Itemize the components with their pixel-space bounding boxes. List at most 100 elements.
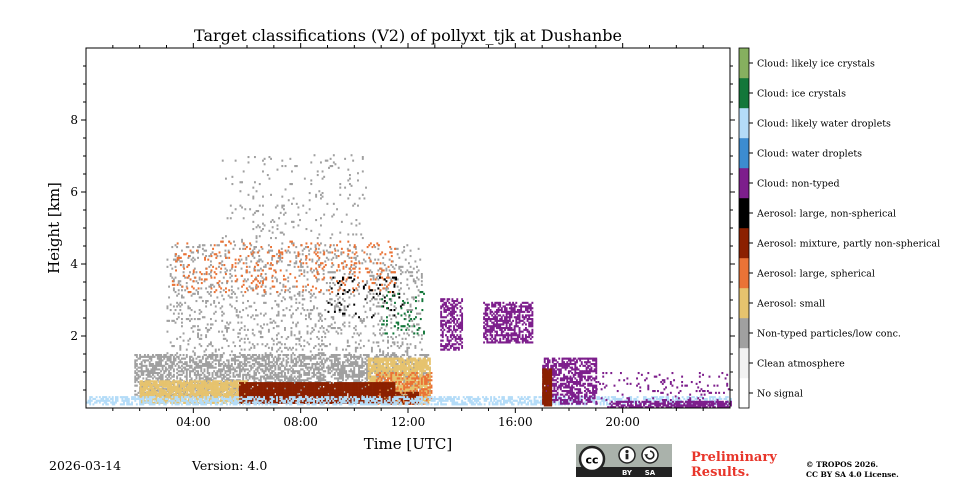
class-cell xyxy=(243,337,246,340)
class-cell xyxy=(182,372,185,375)
class-cell xyxy=(181,383,184,386)
class-cell xyxy=(170,385,173,388)
class-cell xyxy=(253,334,256,337)
class-cell xyxy=(351,373,354,376)
class-cell xyxy=(250,375,253,378)
class-cell xyxy=(317,273,320,276)
class-cell xyxy=(192,389,195,392)
class-cell xyxy=(134,364,137,367)
class-cell xyxy=(135,372,138,375)
class-cell xyxy=(237,391,240,394)
class-cell xyxy=(263,265,266,268)
class-cell xyxy=(315,219,318,222)
class-cell xyxy=(308,357,311,360)
class-cell xyxy=(262,222,264,225)
class-cell xyxy=(333,354,336,357)
class-cell xyxy=(375,375,378,378)
class-cell xyxy=(149,380,152,383)
class-cell xyxy=(309,332,312,335)
class-cell xyxy=(155,391,158,394)
class-cell xyxy=(211,355,214,358)
class-cell xyxy=(341,363,344,366)
class-cell xyxy=(171,319,174,322)
class-cell xyxy=(399,364,402,367)
class-cell xyxy=(206,328,209,331)
class-cell xyxy=(150,392,153,395)
class-cell xyxy=(266,373,269,376)
class-cell xyxy=(171,387,174,390)
class-cell xyxy=(190,364,193,367)
class-cell xyxy=(180,289,183,292)
class-cell xyxy=(406,350,409,353)
class-cell xyxy=(330,355,333,358)
class-cell xyxy=(158,375,161,378)
class-cell xyxy=(198,359,201,362)
class-cell xyxy=(168,382,171,385)
class-cell xyxy=(361,363,364,366)
class-cell xyxy=(401,390,404,393)
class-cell xyxy=(210,396,213,399)
class-cell xyxy=(284,314,286,317)
class-cell xyxy=(186,380,189,383)
class-cell xyxy=(198,318,201,321)
class-cell xyxy=(391,363,394,366)
class-cell xyxy=(369,357,372,360)
class-cell xyxy=(205,357,208,360)
class-cell xyxy=(417,269,420,272)
class-cell xyxy=(242,377,245,380)
class-cell xyxy=(279,346,282,349)
class-cell xyxy=(279,292,282,295)
class-cell xyxy=(377,305,380,308)
class-cell xyxy=(230,296,233,299)
class-cell xyxy=(182,332,185,335)
class-cell xyxy=(205,377,208,380)
class-cell xyxy=(292,197,295,200)
class-cell xyxy=(245,357,248,360)
class-cell xyxy=(239,204,242,207)
class-cell xyxy=(213,359,216,362)
class-cell xyxy=(208,355,211,358)
class-cell xyxy=(164,355,167,358)
class-cell xyxy=(234,392,237,395)
class-cell xyxy=(395,364,398,367)
class-cell xyxy=(404,393,407,396)
class-cell xyxy=(216,255,219,258)
class-cell xyxy=(332,373,335,376)
class-cell xyxy=(258,372,261,375)
class-cell xyxy=(339,193,342,196)
class-cell xyxy=(269,354,272,357)
class-cell xyxy=(332,382,335,385)
class-cell xyxy=(155,354,158,357)
class-cell xyxy=(227,345,230,348)
class-cell xyxy=(165,394,168,397)
class-cell xyxy=(420,337,423,340)
class-cell xyxy=(338,370,341,373)
class-cell xyxy=(261,247,264,250)
class-cell xyxy=(269,287,272,290)
class-cell xyxy=(200,377,203,380)
class-cell xyxy=(346,364,349,367)
class-cell xyxy=(300,264,303,267)
class-cell xyxy=(391,375,394,378)
class-cell xyxy=(244,392,247,395)
class-cell xyxy=(162,383,165,386)
class-cell xyxy=(354,359,357,362)
class-cell xyxy=(330,323,333,326)
class-cell xyxy=(409,361,412,364)
class-cell xyxy=(321,377,323,380)
class-cell xyxy=(343,325,346,328)
class-cell xyxy=(395,393,398,396)
class-cell xyxy=(387,361,389,364)
class-cell xyxy=(284,372,286,375)
class-cell xyxy=(383,264,386,267)
class-cell xyxy=(306,366,309,369)
class-cell xyxy=(396,372,399,375)
class-cell xyxy=(292,352,294,355)
class-cell xyxy=(195,366,198,369)
class-cell xyxy=(238,370,241,373)
class-cell xyxy=(295,343,298,346)
class-cell xyxy=(242,355,245,358)
class-cell xyxy=(237,398,240,401)
class-cell xyxy=(352,233,355,236)
class-cell xyxy=(197,328,199,331)
